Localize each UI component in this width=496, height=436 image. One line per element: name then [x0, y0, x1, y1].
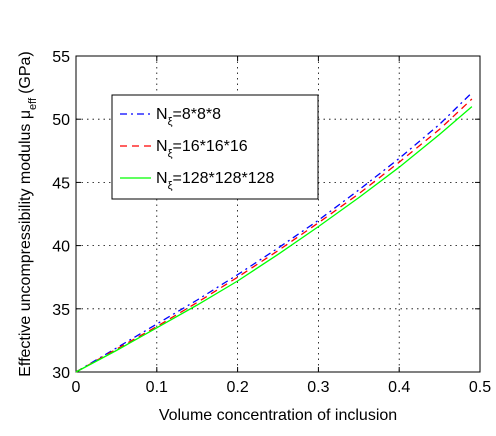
y-axis-label-unit: (GPa)	[17, 51, 34, 94]
y-ticks: 30 35 40 45 50 55	[52, 49, 480, 382]
legend-label-2: Nξ=16*16*16	[156, 138, 248, 160]
series-line-3	[75, 106, 473, 373]
series-line-2	[75, 98, 473, 373]
legend-box	[111, 94, 319, 200]
x-axis-label: Volume concentration of inclusion	[159, 407, 397, 424]
x-tick-label: 0	[72, 379, 81, 396]
y-tick-label: 30	[52, 365, 70, 382]
x-tick-label: 0.3	[307, 379, 329, 396]
y-axis-label: Effective uncompressibility modulus μeff…	[17, 51, 39, 377]
y-tick-label: 45	[52, 175, 70, 192]
legend-label-3: Nξ=128*128*128	[156, 170, 274, 192]
y-tick-label: 40	[52, 239, 70, 256]
y-tick-label: 35	[52, 302, 70, 319]
legend: Nξ=8*8*8 Nξ=16*16*16 Nξ=128*128*128	[111, 94, 319, 200]
series-group	[75, 92, 473, 373]
x-tick-label: 0.5	[469, 379, 491, 396]
y-tick-label: 50	[52, 112, 70, 129]
x-ticks: 0 0.1 0.2 0.3 0.4 0.5	[72, 56, 491, 396]
y-axis-label-main: Effective uncompressibility modulus μ	[17, 110, 34, 377]
legend-label-1: Nξ=8*8*8	[156, 106, 221, 128]
y-axis-label-sub: eff	[27, 97, 39, 110]
x-tick-label: 0.4	[388, 379, 410, 396]
x-tick-label: 0.2	[226, 379, 248, 396]
y-tick-label: 55	[52, 49, 70, 66]
x-tick-label: 0.1	[146, 379, 168, 396]
